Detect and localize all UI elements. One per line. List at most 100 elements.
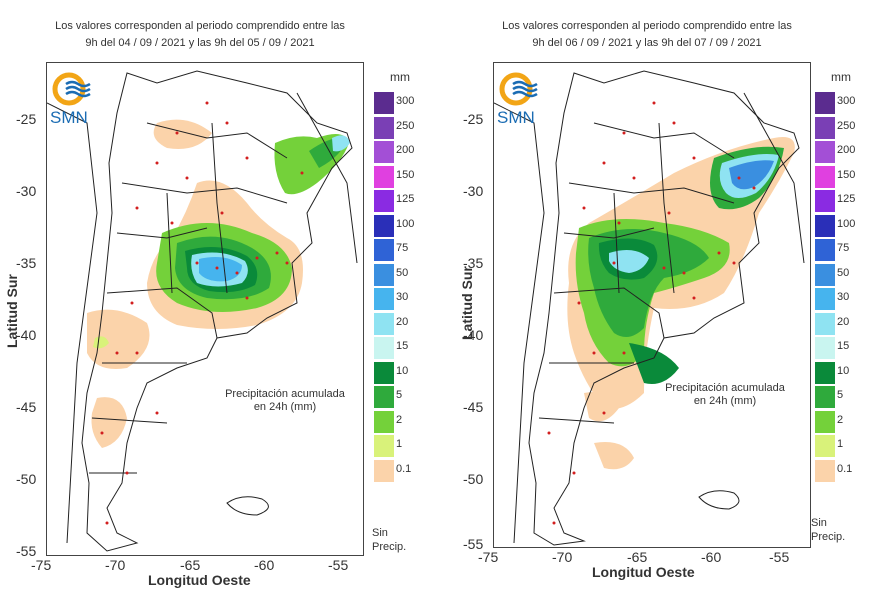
legend-swatch [374, 116, 394, 139]
note-line1: Precipitación acumulada [665, 382, 785, 394]
legend-swatch [374, 386, 394, 408]
legend-swatch [815, 312, 835, 335]
ytick: -45 [463, 399, 484, 415]
ytick: -45 [16, 399, 37, 415]
precipitation-map [46, 62, 364, 556]
xtick: -55 [769, 549, 790, 565]
xtick: -75 [478, 549, 499, 565]
legend-swatch [374, 239, 394, 261]
legend-swatch [374, 361, 394, 384]
header-line1: Los valores corresponden al periodo comp… [502, 20, 792, 32]
x-axis-label: Longitud Oeste [148, 572, 251, 588]
legend-label: 125 [396, 193, 415, 205]
legend-label: 200 [837, 144, 856, 156]
smn-logo-text: SMN [497, 108, 535, 127]
sin-precip-label: Sin Precip. [811, 516, 845, 544]
legend-label: 100 [396, 217, 415, 230]
smn-logo [52, 72, 98, 111]
legend-label: 0.1 [396, 462, 412, 475]
xtick: -60 [254, 557, 275, 573]
note-line2: en 24h (mm) [693, 395, 757, 407]
legend-swatch [815, 92, 835, 114]
legend-label: 5 [837, 389, 844, 401]
precipitation-map [493, 62, 811, 548]
map-panel-left: Los valores corresponden al periodo comp… [0, 0, 430, 604]
legend-label: 50 [396, 266, 409, 279]
xtick: -60 [701, 549, 722, 565]
x-axis-label: Longitud Oeste [592, 564, 695, 580]
legend-swatch [374, 190, 394, 212]
legend-label: 1 [396, 438, 403, 450]
legend-swatch [374, 459, 394, 482]
legend-swatch [374, 141, 394, 163]
legend-swatch [815, 410, 835, 433]
xtick: -55 [328, 557, 349, 573]
legend-swatch [815, 435, 835, 457]
legend-swatch [815, 116, 835, 139]
xtick: -70 [552, 549, 573, 565]
legend-swatch [815, 141, 835, 163]
legend-label: 20 [396, 315, 409, 328]
legend-unit: mm [831, 70, 851, 84]
precip-field [87, 119, 350, 448]
ytick: -50 [16, 471, 37, 487]
ytick: -40 [16, 327, 37, 343]
stations [547, 101, 756, 525]
ytick: -30 [16, 183, 37, 199]
legend-swatch [815, 386, 835, 408]
legend-label: 10 [837, 364, 850, 377]
legend-label: 50 [837, 266, 850, 279]
header-line2: 9h del 04 / 09 / 2021 y las 9h del 05 / … [85, 37, 315, 49]
ytick: -35 [16, 255, 37, 271]
legend-label: 15 [837, 340, 850, 352]
legend-label: 2 [837, 413, 844, 426]
ytick: -40 [463, 327, 484, 343]
legend-label: 300 [837, 95, 856, 107]
ytick: -25 [16, 111, 37, 127]
legend-swatch [374, 312, 394, 335]
legend-swatch [815, 459, 835, 482]
smn-logo [499, 72, 545, 111]
legend-label: 5 [396, 389, 403, 401]
legend-swatch [815, 361, 835, 384]
precip-field [567, 137, 795, 470]
legend-swatch [374, 214, 394, 237]
legend-label: 1 [837, 438, 844, 450]
legend-label: 0.1 [837, 462, 853, 475]
ytick: -25 [463, 111, 484, 127]
sin-line2: Precip. [372, 541, 407, 553]
legend-swatch [815, 239, 835, 261]
period-header: Los valores corresponden al periodo comp… [477, 18, 817, 52]
smn-logo-text: SMN [50, 108, 88, 127]
header-line1: Los valores corresponden al periodo comp… [55, 20, 345, 32]
stations [100, 101, 304, 525]
legend-swatch [815, 337, 835, 359]
legend-label: 30 [396, 291, 409, 303]
sin-line1: Sin [811, 517, 827, 529]
legend-swatch [815, 263, 835, 286]
legend-swatch [815, 165, 835, 188]
ytick: -35 [463, 255, 484, 271]
legend-swatch [374, 435, 394, 457]
xtick: -65 [180, 557, 201, 573]
xtick: -75 [31, 557, 52, 573]
legend-label: 2 [396, 413, 403, 426]
argentina-outline [47, 70, 358, 552]
legend-swatch [815, 288, 835, 310]
argentina-outline [494, 70, 805, 546]
legend-swatch [815, 190, 835, 212]
legend-label: 125 [837, 193, 856, 205]
y-axis-label: Latitud Sur [4, 274, 20, 348]
legend-label: 150 [396, 168, 415, 181]
period-header: Los valores corresponden al periodo comp… [30, 18, 370, 52]
map-panel-right: Los valores corresponden al periodo comp… [447, 0, 877, 604]
ytick: -55 [463, 536, 484, 552]
legend-swatch [374, 288, 394, 310]
legend-label: 300 [396, 95, 415, 107]
legend-label: 15 [396, 340, 409, 352]
legend-swatch [374, 410, 394, 433]
legend-label: 30 [837, 291, 850, 303]
legend-swatch [374, 337, 394, 359]
legend-label: 250 [837, 119, 856, 132]
legend-swatch [374, 92, 394, 114]
